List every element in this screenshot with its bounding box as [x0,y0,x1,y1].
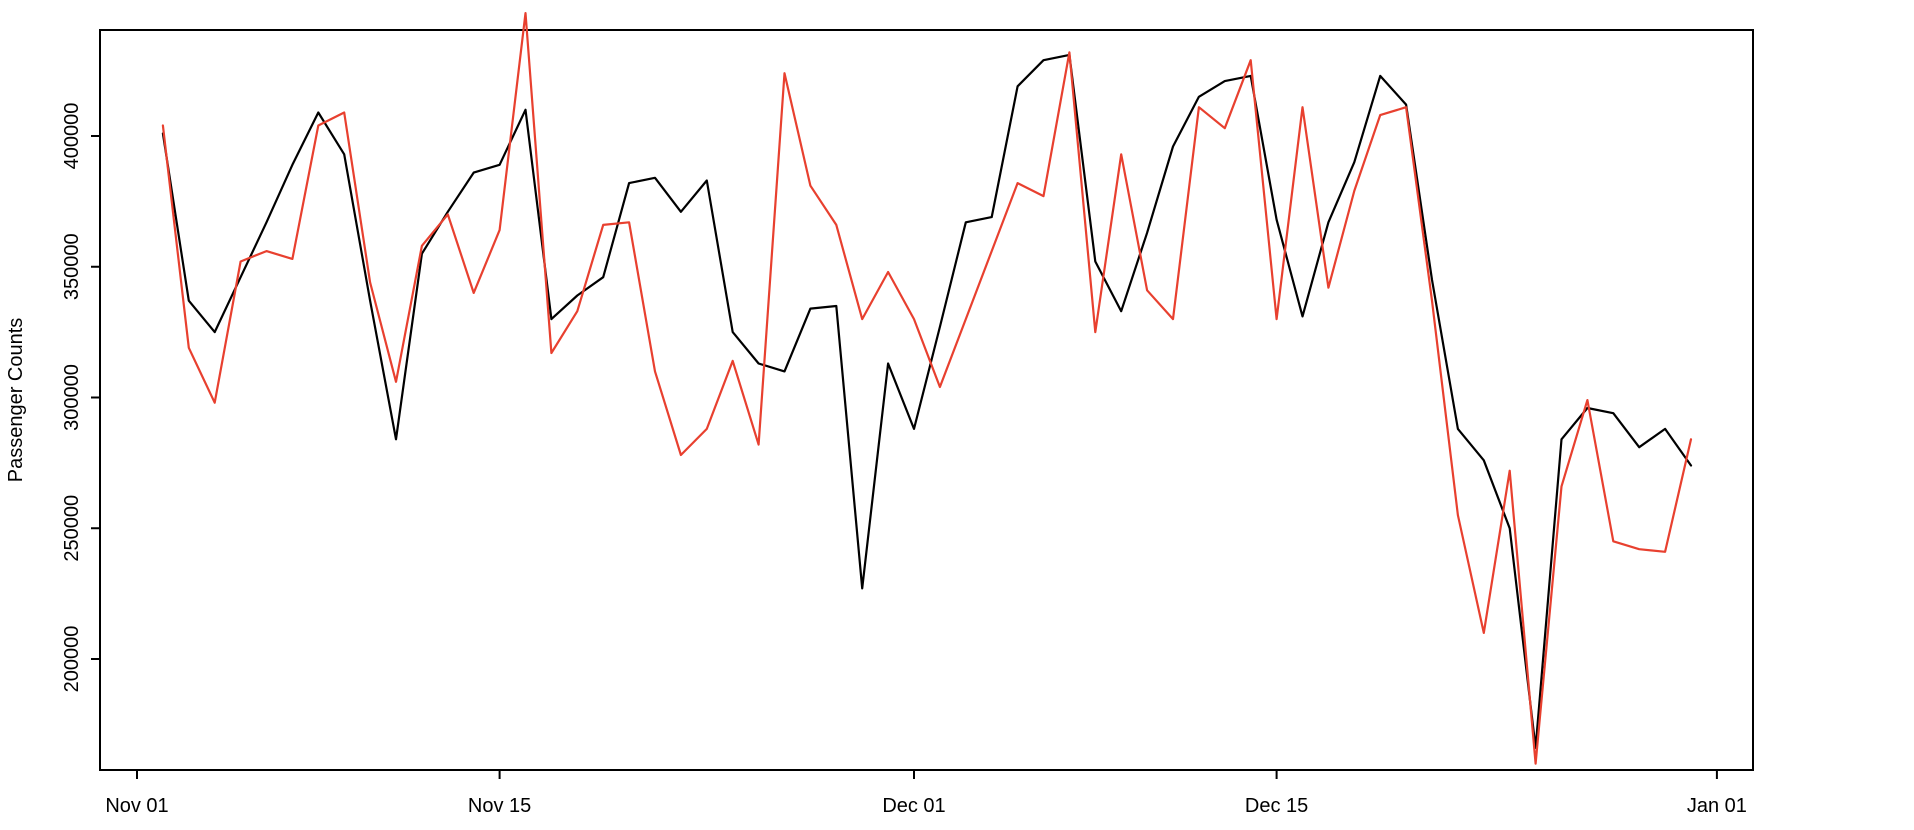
x-tick-label: Dec 01 [882,795,945,817]
x-axis: Nov 01 Nov 15 Dec 01 Dec 15 Jan 01 [105,770,1747,817]
y-tick-label: 400000 [61,103,83,170]
y-axis-title: Passenger Counts [5,318,27,483]
y-tick-label: 250000 [61,495,83,562]
x-tick-label: Nov 15 [468,795,531,817]
series-line-red [161,12,1693,765]
x-tick-label: Nov 01 [105,795,168,817]
y-tick-label: 300000 [61,364,83,431]
series-line-black [161,53,1693,750]
plot-border [99,29,1754,771]
y-axis: 200000 250000 300000 350000 400000 [61,103,100,693]
x-tick-label: Jan 01 [1687,795,1747,817]
x-tick-label: Dec 15 [1245,795,1308,817]
y-tick-label: 350000 [61,233,83,300]
y-tick-label: 200000 [61,626,83,693]
